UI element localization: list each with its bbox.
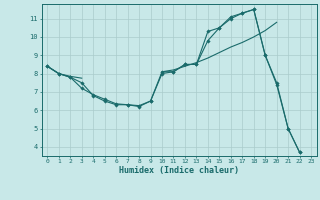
X-axis label: Humidex (Indice chaleur): Humidex (Indice chaleur) xyxy=(119,166,239,175)
